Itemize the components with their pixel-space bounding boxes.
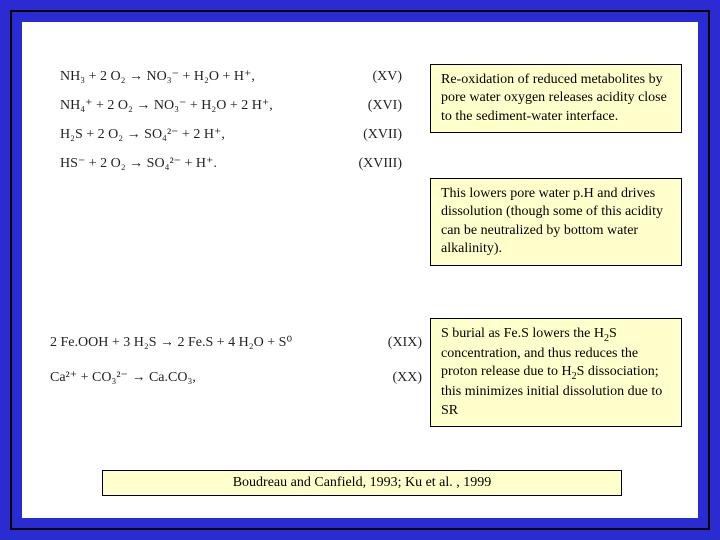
equation-label: (XV) [350, 66, 410, 87]
equation-row: 2 Fe.OOH + 3 H₂S → 2 Fe.S + 4 H₂O + S⁰ (… [50, 332, 430, 353]
equation-chem: H₂S + 2 O₂ → SO₄²⁻ + 2 H⁺, [60, 124, 350, 145]
equation-row: H₂S + 2 O₂ → SO₄²⁻ + 2 H⁺, (XVII) [60, 124, 410, 145]
equation-chem: NH₄⁺ + 2 O₂ → NO₃⁻ + H₂O + 2 H⁺, [60, 95, 350, 116]
equation-chem: Ca²⁺ + CO₃²⁻ → Ca.CO₃, [50, 367, 370, 388]
equation-chem: HS⁻ + 2 O₂ → SO₄²⁻ + H⁺. [60, 153, 350, 174]
textbox-text-part: S burial as Fe.S lowers the H [441, 326, 604, 341]
equation-row: NH₄⁺ + 2 O₂ → NO₃⁻ + H₂O + 2 H⁺, (XVI) [60, 95, 410, 116]
textbox-ph-effect: This lowers pore water p.H and drives di… [430, 178, 682, 266]
equation-chem: 2 Fe.OOH + 3 H₂S → 2 Fe.S + 4 H₂O + S⁰ [50, 332, 370, 353]
equation-label: (XX) [370, 367, 430, 388]
textbox-s-burial: S burial as Fe.S lowers the H2S concentr… [430, 318, 682, 427]
equation-row: Ca²⁺ + CO₃²⁻ → Ca.CO₃, (XX) [50, 367, 430, 388]
citation-box: Boudreau and Canfield, 1993; Ku et al. ,… [102, 470, 622, 496]
equations-top: NH₃ + 2 O₂ → NO₃⁻ + H₂O + H⁺, (XV) NH₄⁺ … [60, 66, 410, 182]
equation-chem: NH₃ + 2 O₂ → NO₃⁻ + H₂O + H⁺, [60, 66, 350, 87]
equations-bottom: 2 Fe.OOH + 3 H₂S → 2 Fe.S + 4 H₂O + S⁰ (… [50, 332, 430, 396]
equation-row: HS⁻ + 2 O₂ → SO₄²⁻ + H⁺. (XVIII) [60, 153, 410, 174]
textbox-text: This lowers pore water p.H and drives di… [441, 186, 663, 256]
equation-label: (XIX) [370, 332, 430, 353]
slide-content: NH₃ + 2 O₂ → NO₃⁻ + H₂O + H⁺, (XV) NH₄⁺ … [22, 22, 698, 518]
equation-label: (XVI) [350, 95, 410, 116]
equation-row: NH₃ + 2 O₂ → NO₃⁻ + H₂O + H⁺, (XV) [60, 66, 410, 87]
textbox-reoxidation: Re-oxidation of reduced metabolites by p… [430, 64, 682, 133]
equation-label: (XVIII) [350, 153, 410, 174]
outer-border: NH₃ + 2 O₂ → NO₃⁻ + H₂O + H⁺, (XV) NH₄⁺ … [10, 10, 710, 530]
textbox-text: Re-oxidation of reduced metabolites by p… [441, 72, 667, 124]
equation-label: (XVII) [350, 124, 410, 145]
citation-text: Boudreau and Canfield, 1993; Ku et al. ,… [233, 475, 492, 490]
